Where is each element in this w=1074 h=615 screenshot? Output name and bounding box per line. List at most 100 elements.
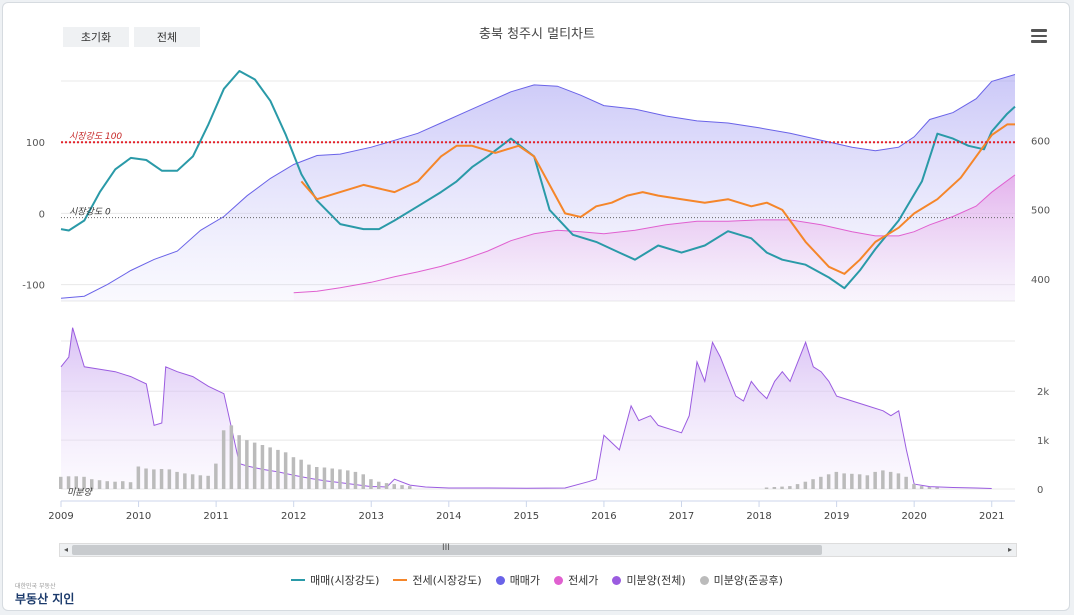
scroll-left-arrow-icon[interactable]: ◂ — [63, 545, 68, 554]
legend-item[interactable]: 미분양(전체) — [612, 572, 686, 588]
bar-미분양(준공후) — [788, 486, 792, 489]
bar-미분양(준공후) — [299, 459, 303, 489]
bar-미분양(준공후) — [144, 468, 148, 489]
x-axis-tick-label: 2015 — [514, 511, 539, 522]
bar-미분양(준공후) — [927, 487, 932, 489]
bar-미분양(준공후) — [811, 479, 815, 489]
bar-미분양(준공후) — [90, 479, 94, 489]
bar-미분양(준공후) — [842, 473, 846, 489]
bar-미분양(준공후) — [338, 469, 342, 489]
x-axis-tick-label: 2009 — [48, 511, 73, 522]
right-axis-tick-label: 600 — [1031, 136, 1050, 147]
bar-미분양(준공후) — [128, 482, 133, 489]
legend-swatch-icon — [393, 579, 408, 581]
bar-미분양(준공후) — [377, 481, 381, 489]
legend-swatch-icon — [495, 575, 505, 585]
bar-미분양(준공후) — [400, 485, 404, 489]
legend-item[interactable]: 매매가 — [495, 572, 540, 588]
scroll-thumb[interactable]: III — [72, 543, 822, 555]
legend-item[interactable]: 미분양(준공후) — [699, 572, 783, 588]
bar-미분양(준공후) — [896, 473, 901, 489]
x-axis-tick-label: 2016 — [591, 511, 616, 522]
bar-미분양(준공후) — [97, 480, 102, 489]
hamburger-menu-icon[interactable] — [1031, 29, 1047, 43]
bar-미분양(준공후) — [66, 476, 71, 489]
legend-item[interactable]: 전세가 — [554, 572, 598, 588]
x-axis-tick-label: 2019 — [824, 511, 849, 522]
bar-미분양(준공후) — [206, 475, 210, 489]
bar-미분양(준공후) — [857, 474, 862, 489]
x-axis-tick-label: 2011 — [203, 511, 228, 522]
x-axis-tick-label: 2020 — [901, 511, 926, 522]
series-line-매매(시장강도) — [60, 70, 1016, 290]
series-line-전세가 — [293, 174, 1016, 294]
bar-미분양(준공후) — [307, 464, 311, 489]
x-axis-tick-label: 2014 — [436, 511, 461, 522]
bar-미분양(준공후) — [245, 440, 249, 489]
bottom-axis-tick-label: 1k — [1037, 436, 1049, 447]
x-axis-tick-label: 2017 — [669, 511, 694, 522]
bar-미분양(준공후) — [276, 449, 280, 489]
bar-미분양(준공후) — [167, 469, 172, 489]
range-scrollbar[interactable]: ◂ III ▸ — [59, 543, 1017, 557]
legend-swatch-icon — [291, 579, 306, 581]
plot-line-label: 시장강도 100 — [69, 131, 122, 142]
legend-item[interactable]: 전세(시장강도) — [393, 572, 482, 588]
bar-미분양(준공후) — [175, 471, 179, 489]
legend-swatch-icon — [612, 575, 622, 585]
right-axis-tick-label: 500 — [1031, 206, 1050, 217]
legend-label: 미분양(전체) — [626, 574, 686, 587]
bar-미분양(준공후) — [819, 476, 823, 489]
bar-미분양(준공후) — [850, 473, 854, 489]
bar-미분양(준공후) — [221, 430, 226, 489]
bar-미분양(준공후) — [935, 487, 939, 489]
bar-미분양(준공후) — [74, 476, 78, 489]
x-axis-tick-label: 2010 — [126, 511, 151, 522]
unsold-panel-label: 미분양 — [67, 487, 94, 498]
bar-미분양(준공후) — [113, 481, 117, 489]
bar-미분양(준공후) — [392, 484, 396, 489]
bar-미분양(준공후) — [260, 445, 265, 489]
bar-미분양(준공후) — [190, 474, 195, 489]
bar-미분양(준공후) — [237, 435, 241, 489]
legend-item[interactable]: 매매(시장강도) — [291, 572, 379, 588]
bar-미분양(준공후) — [408, 486, 412, 489]
bar-미분양(준공후) — [881, 470, 885, 489]
bar-미분양(준공후) — [229, 425, 234, 489]
bar-미분양(준공후) — [873, 471, 877, 489]
right-axis-tick-label: 400 — [1031, 275, 1050, 286]
bar-미분양(준공후) — [361, 474, 365, 489]
bar-미분양(준공후) — [888, 471, 893, 489]
chart-legend: 매매(시장강도) 전세(시장강도) 매매가 전세가 미분양(전체) 미분양(준공후) — [3, 572, 1071, 588]
bar-미분양(준공후) — [214, 463, 218, 489]
bar-미분양(준공후) — [198, 475, 203, 489]
area-미분양(전체) — [61, 327, 992, 489]
bar-미분양(준공후) — [136, 466, 141, 489]
reset-zoom-button[interactable]: 초기화 — [63, 27, 129, 47]
bar-미분양(준공후) — [384, 483, 389, 489]
scroll-right-arrow-icon[interactable]: ▸ — [1007, 545, 1012, 554]
chart-plot: 시장강도 100 시장강도 0 미분양 100 0 -100 600 500 400 2k 1k 0… — [22, 70, 1050, 522]
legend-label: 매매(시장강도) — [310, 574, 380, 587]
left-axis-tick-label: 100 — [26, 138, 45, 149]
bar-미분양(준공후) — [353, 471, 358, 489]
bar-미분양(준공후) — [780, 486, 784, 489]
bottom-axis-tick-label: 2k — [1037, 387, 1049, 398]
x-axis-tick-label: 2013 — [359, 511, 384, 522]
legend-label: 전세가 — [568, 574, 599, 587]
bar-미분양(준공후) — [322, 467, 327, 489]
bar-미분양(준공후) — [795, 484, 800, 489]
show-all-button[interactable]: 전체 — [134, 27, 200, 47]
bar-미분양(준공후) — [315, 467, 319, 489]
bar-미분양(준공후) — [82, 476, 86, 489]
bar-미분양(준공후) — [369, 479, 373, 489]
brand-logo-sub: 대한민국 부동산 — [15, 583, 56, 590]
legend-swatch-icon — [699, 575, 709, 585]
plot-line-label: 시장강도 0 — [69, 207, 111, 218]
bottom-axis-tick-label: 0 — [1037, 485, 1043, 496]
bar-미분양(준공후) — [330, 468, 334, 489]
bar-미분양(준공후) — [764, 487, 769, 489]
series-line-매매가 — [60, 74, 1016, 299]
bar-미분양(준공후) — [834, 471, 839, 489]
